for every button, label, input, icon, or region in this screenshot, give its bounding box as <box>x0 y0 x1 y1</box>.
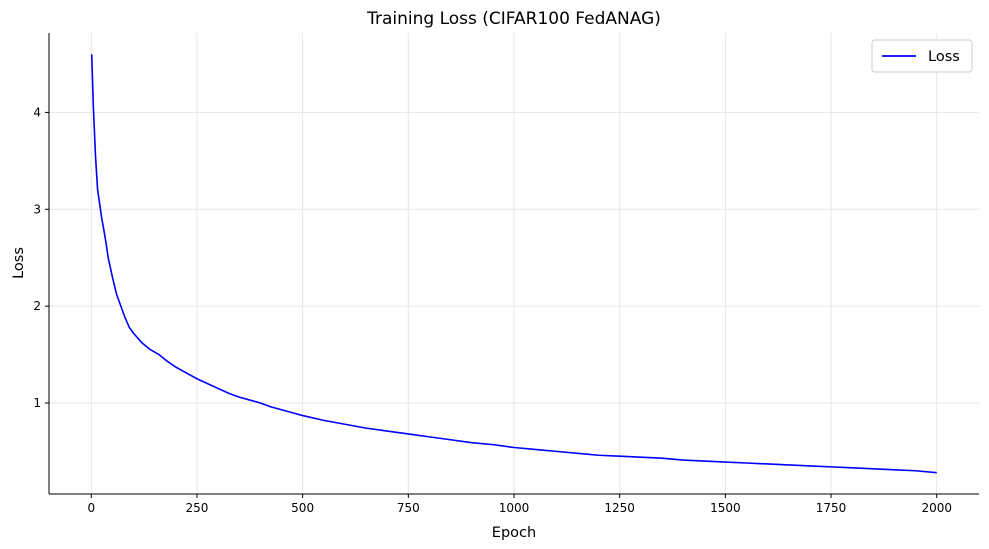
chart-title: Training Loss (CIFAR100 FedANAG) <box>366 9 661 29</box>
legend-label: Loss <box>928 49 960 65</box>
x-tick-label: 1500 <box>710 501 741 515</box>
x-tick-label: 250 <box>186 501 209 515</box>
x-tick-label: 500 <box>291 501 314 515</box>
x-tick-label: 1250 <box>604 501 635 515</box>
x-tick-label: 0 <box>87 501 95 515</box>
grid-lines <box>49 33 979 494</box>
y-tick-label: 3 <box>33 202 41 216</box>
x-tick-label: 750 <box>397 501 420 515</box>
x-ticks: 0 250 500 750 1000 1250 1500 1750 2000 <box>87 494 952 515</box>
y-tick-label: 4 <box>33 105 41 119</box>
y-axis-label: Loss <box>11 247 27 279</box>
y-tick-label: 1 <box>33 396 41 410</box>
x-axis-label: Epoch <box>492 525 536 541</box>
legend-box <box>871 39 973 73</box>
x-tick-label: 2000 <box>921 501 952 515</box>
x-tick-label: 1750 <box>816 501 847 515</box>
x-tick-label: 1000 <box>499 501 530 515</box>
y-tick-label: 2 <box>33 299 41 313</box>
y-ticks: 1 2 3 4 <box>33 105 49 410</box>
loss-series-line <box>90 54 937 474</box>
legend: Loss <box>871 39 973 73</box>
